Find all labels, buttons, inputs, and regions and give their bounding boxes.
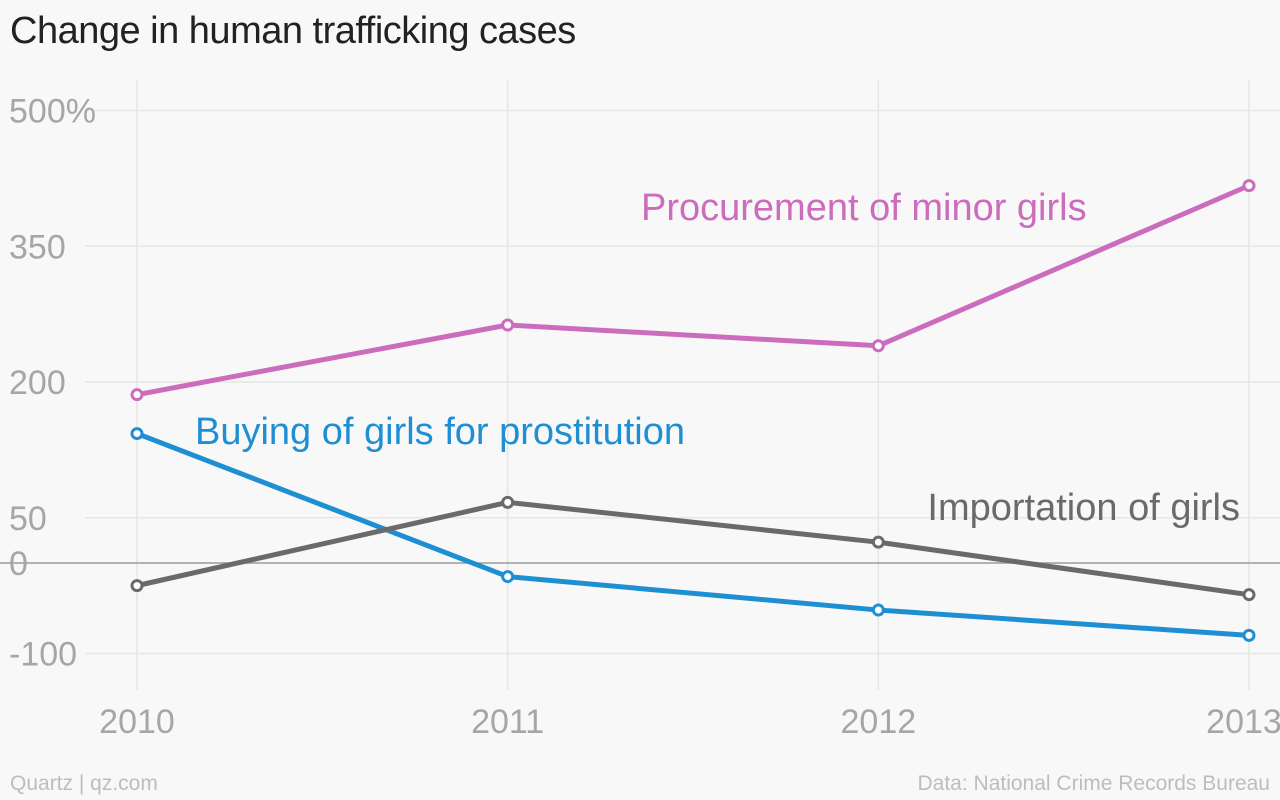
data-point: [1242, 179, 1256, 193]
series-layer: [130, 179, 1256, 642]
label-layer: Procurement of minor girls Buying of girl…: [195, 187, 1240, 529]
y-tick-label: 500%: [9, 93, 96, 131]
data-point: [501, 570, 515, 584]
x-tick-label: 2011: [471, 703, 544, 741]
data-point: [501, 495, 515, 509]
series-label: Procurement of minor girls: [641, 187, 1087, 229]
axis-layer: 500% 350 200 50 0 -100 2010 2011 2012 2013: [9, 93, 1280, 742]
x-tick-label: 2010: [99, 703, 175, 741]
x-tick-label: 2012: [841, 703, 917, 741]
x-tick-label: 2013: [1206, 703, 1280, 741]
data-point: [130, 579, 144, 593]
series-line: [134, 499, 1252, 598]
chart-title: Change in human trafficking cases: [10, 10, 576, 52]
data-point: [130, 427, 144, 441]
data-point: [130, 388, 144, 402]
y-tick-label: 200: [9, 364, 66, 402]
data-point: [501, 318, 515, 332]
series-line: [134, 183, 1252, 398]
y-tick-label: 50: [9, 500, 47, 538]
series-label: Importation of girls: [927, 487, 1240, 529]
series-line: [134, 431, 1252, 638]
credit-text: Quartz | qz.com: [10, 772, 158, 795]
series-label: Buying of girls for prostitution: [195, 411, 685, 453]
data-point: [1242, 628, 1256, 642]
data-point: [1242, 588, 1256, 602]
data-point: [871, 603, 885, 617]
data-point: [871, 535, 885, 549]
grid-layer: [0, 80, 1280, 690]
y-tick-label: 350: [9, 228, 66, 266]
data-point: [871, 339, 885, 353]
y-tick-label: 0: [9, 545, 28, 583]
source-text: Data: National Crime Records Bureau: [917, 772, 1271, 795]
y-tick-label: -100: [9, 636, 77, 674]
